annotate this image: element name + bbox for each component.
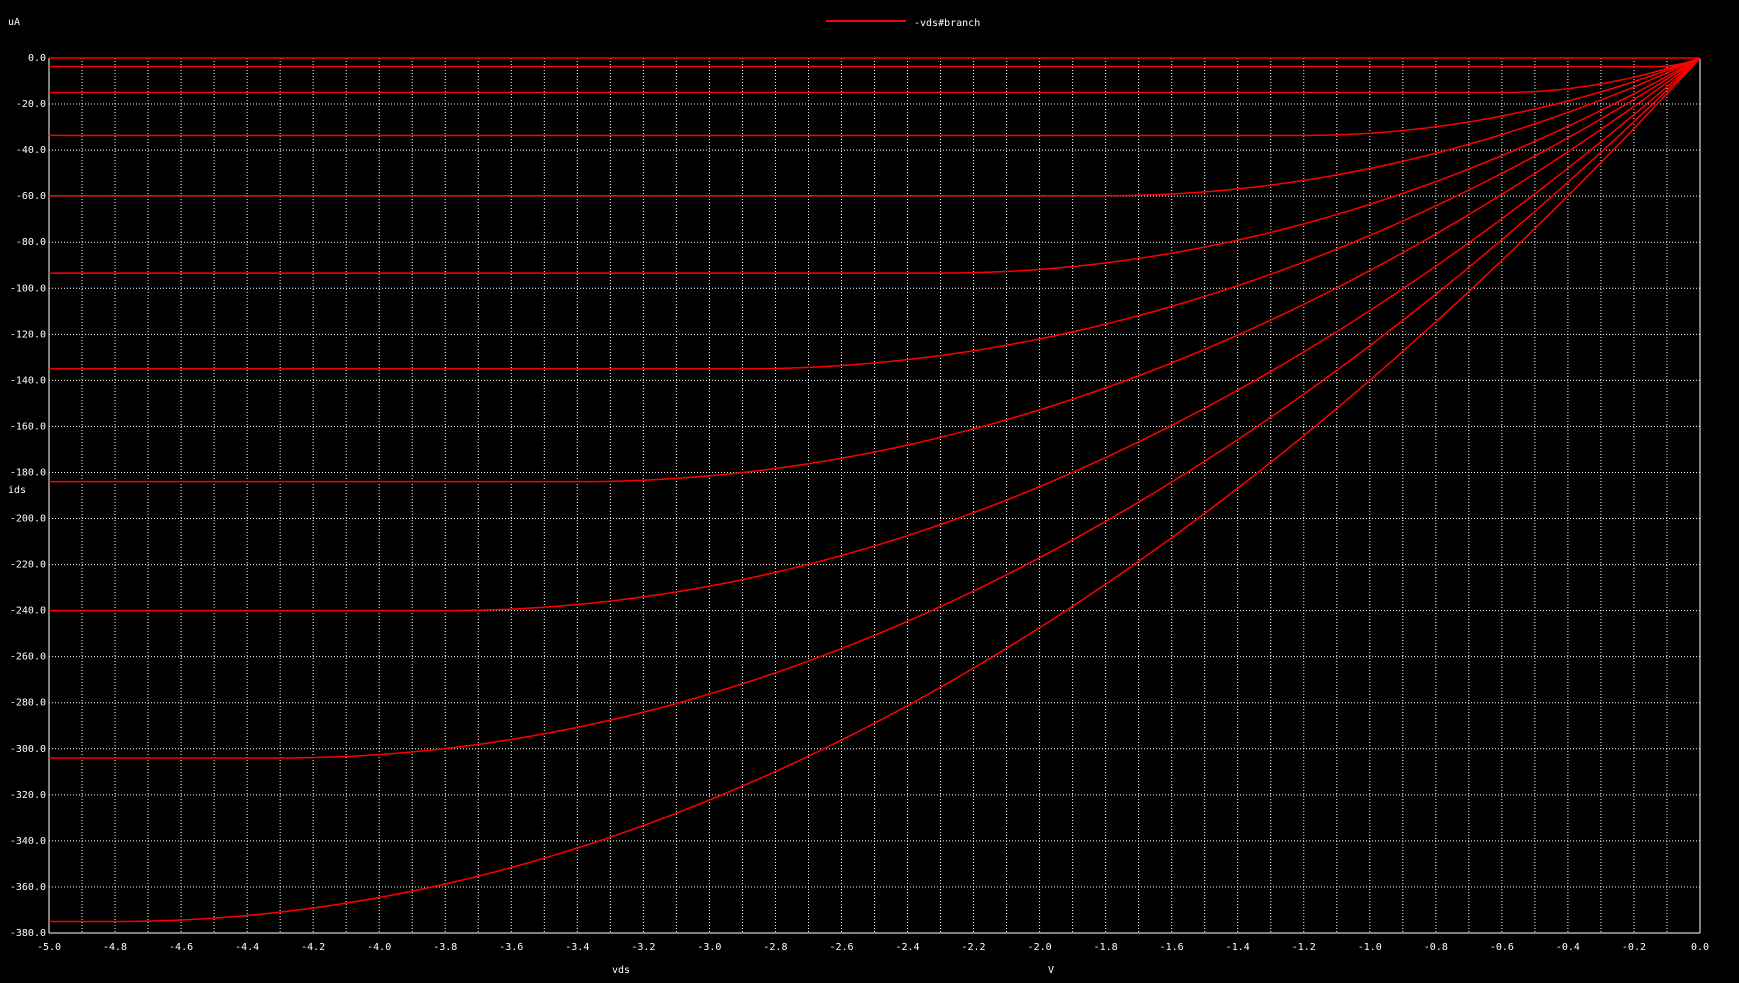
x-tick-label: -3.0 (697, 942, 721, 953)
x-tick-label: -3.4 (565, 942, 589, 953)
x-tick-label: -1.2 (1292, 942, 1316, 953)
y-tick-label: -320.0 (10, 790, 46, 801)
x-tick-label: -3.8 (433, 942, 457, 953)
x-tick-label: -2.8 (763, 942, 787, 953)
x-tick-label: -2.0 (1028, 942, 1052, 953)
series-trace-7 (49, 57, 1701, 483)
x-tick-label: -1.6 (1160, 942, 1184, 953)
y-tick-label: -160.0 (10, 421, 46, 432)
legend: -vds#branch (826, 18, 980, 29)
y-tick-label: -280.0 (10, 698, 46, 709)
x-axis-label: vds (612, 965, 630, 976)
x-tick-label: -4.6 (169, 942, 193, 953)
series-trace-9 (49, 57, 1701, 759)
x-tick-label: -1.4 (1226, 942, 1250, 953)
x-tick-label: -4.2 (301, 942, 325, 953)
series-trace-1 (49, 57, 1701, 68)
y-tick-label: -360.0 (10, 882, 46, 893)
x-tick-label: 0.0 (1691, 942, 1709, 953)
y-tick-label: -60.0 (16, 191, 46, 202)
legend-label: -vds#branch (914, 18, 980, 29)
x-tick-label: -5.0 (37, 942, 61, 953)
series-trace-3 (49, 57, 1701, 137)
series-trace-5 (49, 57, 1701, 274)
series-trace-2 (49, 57, 1701, 94)
y-tick-labels: 0.0 -20.0 -40.0 -60.0 -80.0 -100.0 -120.0 -140.… (10, 53, 46, 939)
y-tick-label: -240.0 (10, 606, 46, 617)
y-tick-label: -100.0 (10, 283, 46, 294)
x-tick-label: -0.2 (1622, 942, 1646, 953)
x-tick-labels: -5.0 -4.8 -4.6 -4.4 -4.2 -4.0 -3.8 -3.6 -3.4 -3.2… (37, 942, 1709, 953)
x-unit-label: V (1048, 965, 1054, 976)
y-tick-label: -200.0 (10, 514, 46, 525)
x-tick-label: -3.6 (499, 942, 523, 953)
series-trace-8 (49, 57, 1701, 612)
y-tick-label: -120.0 (10, 329, 46, 340)
y-tick-label: -340.0 (10, 836, 46, 847)
x-tick-label: -1.8 (1094, 942, 1118, 953)
x-tick-label: -0.6 (1490, 942, 1514, 953)
y-tick-label: -260.0 (10, 652, 46, 663)
series-traces (49, 57, 1701, 923)
x-tick-label: -2.6 (829, 942, 853, 953)
y-tick-label: -20.0 (16, 99, 46, 110)
series-trace-6 (49, 57, 1701, 370)
y-unit-label: uA (8, 17, 20, 28)
x-tick-label: -1.0 (1358, 942, 1382, 953)
series-trace-10 (49, 57, 1701, 923)
y-tick-label: -140.0 (10, 375, 46, 386)
x-tick-label: -2.4 (895, 942, 919, 953)
y-tick-label: -220.0 (10, 560, 46, 571)
y-tick-label: -40.0 (16, 145, 46, 156)
x-tick-label: -0.8 (1424, 942, 1448, 953)
x-tick-label: -3.2 (631, 942, 655, 953)
x-tick-label: -0.4 (1556, 942, 1580, 953)
x-tick-label: -4.0 (367, 942, 391, 953)
x-tick-label: -4.4 (235, 942, 259, 953)
y-tick-label: -80.0 (16, 237, 46, 248)
y-tick-label: -180.0 (10, 467, 46, 478)
series-trace-4 (49, 57, 1701, 197)
grid (48, 57, 1701, 934)
y-tick-label: -380.0 (10, 928, 46, 939)
y-tick-label: -300.0 (10, 744, 46, 755)
y-tick-label: 0.0 (28, 53, 46, 64)
x-tick-label: -4.8 (103, 942, 127, 953)
x-tick-label: -2.2 (962, 942, 986, 953)
y-axis-label: ids (8, 485, 26, 496)
